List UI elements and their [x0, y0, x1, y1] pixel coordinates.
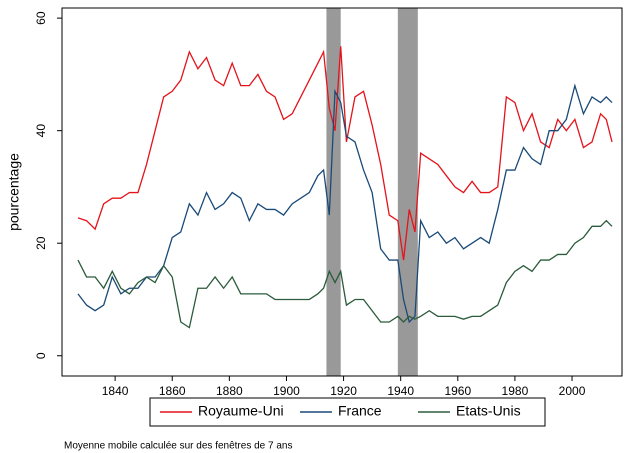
x-tick-label: 1860 [159, 384, 186, 398]
shaded-period [397, 8, 418, 376]
x-tick-label: 1980 [502, 384, 529, 398]
x-tick-label: 2000 [559, 384, 586, 398]
y-tick-label: 0 [34, 352, 48, 359]
line-series [77, 83, 613, 324]
x-tick-label: 1920 [330, 384, 357, 398]
note: Moyenne mobile calculée sur des fenêtres… [64, 441, 292, 452]
x-tick-label: 1840 [102, 384, 129, 398]
x-tick-label: 1960 [444, 384, 471, 398]
y-tick-label: 20 [34, 236, 48, 250]
x-tick-label: 1900 [273, 384, 300, 398]
shaded-period [326, 8, 341, 376]
y-tick-label: 40 [34, 124, 48, 138]
y-axis-label: pourcentage [6, 153, 22, 231]
legend-label: Royaume-Uni [198, 403, 284, 419]
x-tick-label: 1940 [387, 384, 414, 398]
legend-label: France [338, 403, 382, 419]
line-series [77, 219, 613, 329]
y-tick-label: 60 [34, 11, 48, 25]
legend-label: Etats-Unis [456, 403, 521, 419]
legend-box [149, 397, 546, 427]
plot-frame [61, 7, 623, 377]
x-tick-label: 1880 [216, 384, 243, 398]
line-series [77, 46, 613, 261]
